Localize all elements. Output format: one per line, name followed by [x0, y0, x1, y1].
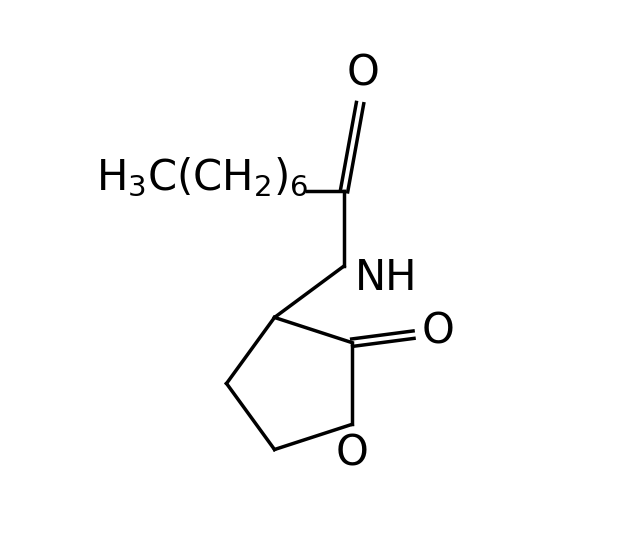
- Text: O: O: [421, 311, 454, 353]
- Text: NH: NH: [355, 257, 417, 299]
- Text: H$_3$C(CH$_2$)$_6$: H$_3$C(CH$_2$)$_6$: [95, 156, 308, 199]
- Text: O: O: [346, 53, 379, 95]
- Text: O: O: [336, 433, 369, 475]
